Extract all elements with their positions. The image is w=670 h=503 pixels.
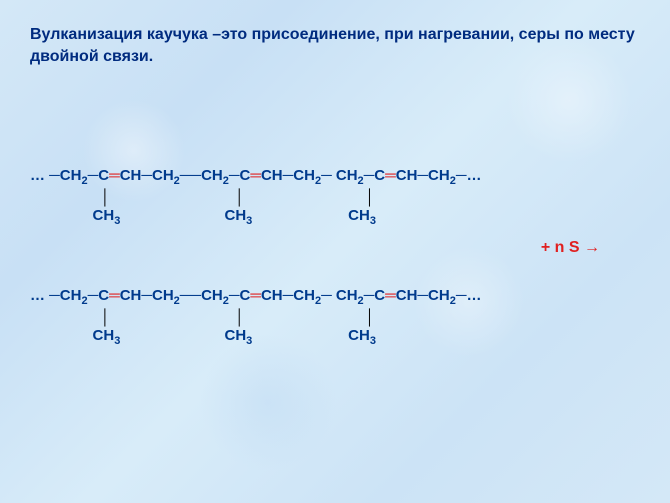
chain-1-ch3-groups: CH3 CH3 CH3 [30, 207, 640, 228]
chain-1-backbone: … ─CH2─C═CH─CH2──CH2─C═CH─CH2─ CH2─C═CH─… [30, 167, 640, 188]
slide-title: Вулканизация каучука –это присоединение,… [30, 24, 640, 67]
slide-content: Вулканизация каучука –это присоединение,… [0, 0, 670, 321]
chain-1-vertical-bonds: │ │ │ [30, 190, 640, 205]
polymer-chain-1: … ─CH2─C═CH─CH2──CH2─C═CH─CH2─ CH2─C═CH─… [30, 167, 640, 228]
chain-2-vertical-bonds: │ │ │ [30, 310, 640, 325]
chain-2-backbone: … ─CH2─C═CH─CH2──CH2─C═CH─CH2─ CH2─C═CH─… [30, 287, 640, 308]
chain-2-ch3-groups: CH3 CH3 CH3 [30, 327, 640, 348]
reagent-sulfur: + n S → [30, 239, 640, 257]
